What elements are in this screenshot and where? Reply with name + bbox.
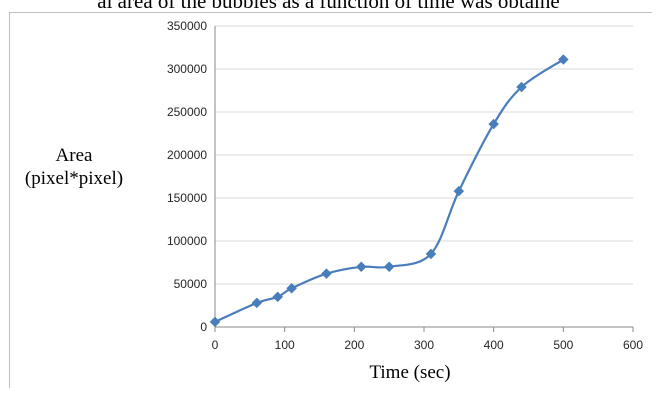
y-tick-label-3: 150000: [167, 191, 207, 205]
data-point-8: [453, 185, 465, 197]
y-tick-label-2: 100000: [167, 234, 207, 248]
x-tick-label-6: 600: [623, 338, 643, 352]
chart-frame: [9, 12, 652, 388]
data-point-0: [209, 316, 221, 328]
x-tick-label-1: 100: [275, 338, 295, 352]
y-tick-label-5: 250000: [167, 105, 207, 119]
x-tick-label-3: 300: [414, 338, 434, 352]
x-axis-label: Time (sec): [369, 362, 451, 383]
caption-text: al area of the bubbles as a function of …: [97, 0, 560, 13]
data-point-4: [321, 268, 332, 280]
data-point-5: [355, 261, 367, 273]
x-tick-label-4: 400: [484, 338, 504, 352]
data-point-10: [516, 81, 527, 93]
data-point-3: [286, 282, 297, 294]
data-point-11: [557, 54, 569, 65]
y-axis-label-line-2: (pixel*pixel): [24, 168, 124, 189]
data-point-9: [488, 118, 500, 130]
y-tick-label-0: 0: [200, 320, 207, 334]
data-point-7: [425, 248, 437, 260]
data-point-2: [272, 291, 284, 303]
data-point-6: [383, 261, 395, 273]
x-tick-label-2: 200: [344, 338, 364, 352]
y-tick-label-4: 200000: [167, 148, 207, 162]
x-tick-label-5: 500: [553, 338, 573, 352]
y-tick-label-6: 300000: [167, 62, 207, 76]
y-axis-label: Area (pixel*pixel): [8, 144, 140, 190]
data-point-1: [251, 297, 263, 309]
y-axis-label-line-1: Area: [55, 145, 93, 166]
x-tick-label-0: 0: [212, 338, 219, 352]
series-line-0: [214, 58, 564, 323]
y-tick-label-7: 350000: [167, 19, 207, 33]
y-tick-label-1: 50000: [174, 277, 208, 291]
